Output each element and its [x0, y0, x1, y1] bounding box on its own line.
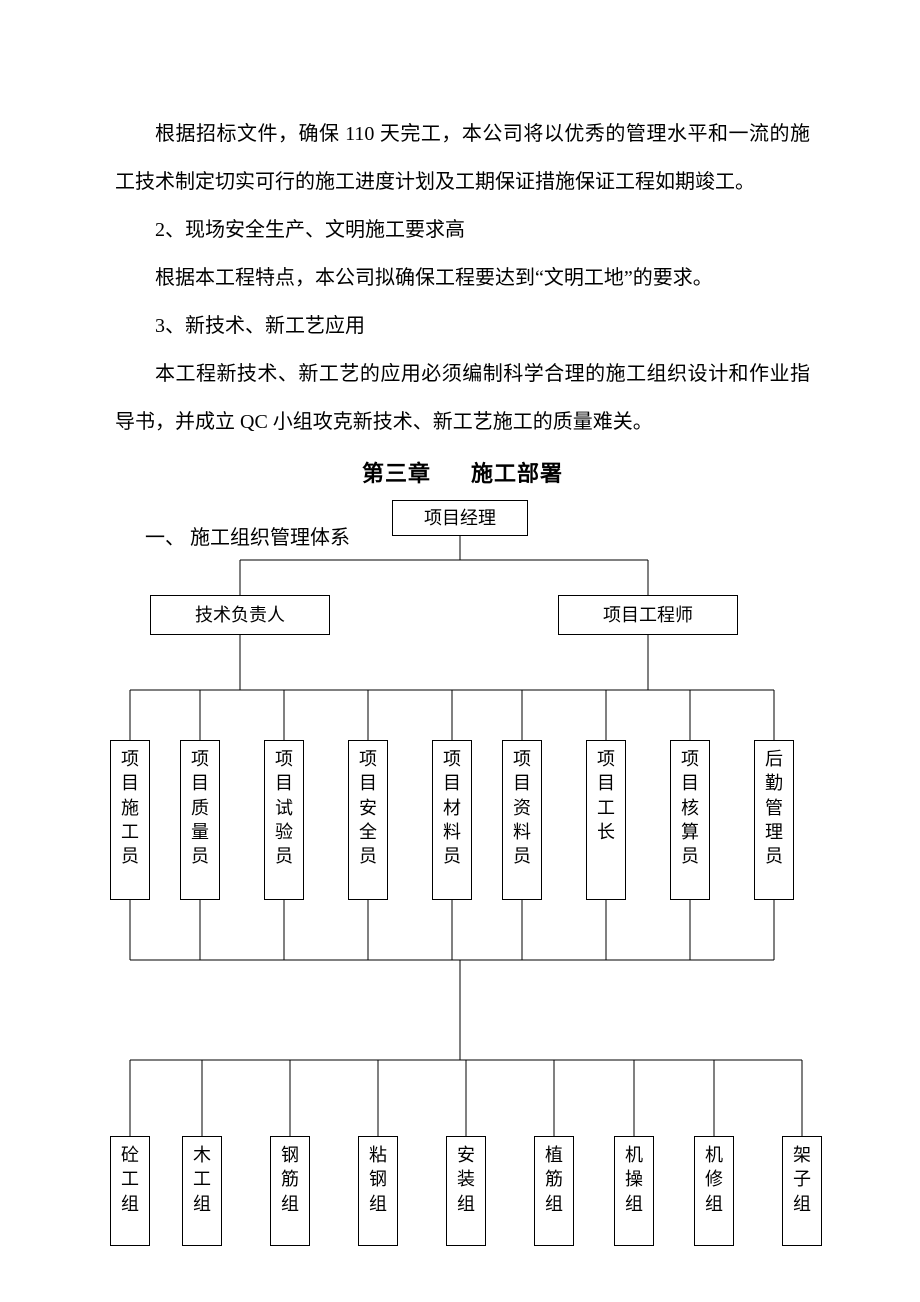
paragraph: 根据招标文件，确保 110 天完工，本公司将以优秀的管理水平和一流的施工技术制定…	[115, 110, 810, 206]
org-node-team: 机修组	[694, 1136, 734, 1246]
org-node-staff: 项目安全员	[348, 740, 388, 900]
paragraph: 根据本工程特点，本公司拟确保工程要达到“文明工地”的要求。	[115, 254, 810, 302]
org-node-mid: 技术负责人	[150, 595, 330, 635]
chapter-title: 施工部署	[471, 461, 563, 486]
org-node-team: 砼工组	[110, 1136, 150, 1246]
org-node-top: 项目经理	[392, 500, 528, 536]
org-node-staff: 项目试验员	[264, 740, 304, 900]
org-node-team: 粘钢组	[358, 1136, 398, 1246]
org-node-staff: 项目材料员	[432, 740, 472, 900]
org-node-staff: 项目核算员	[670, 740, 710, 900]
org-node-team: 钢筋组	[270, 1136, 310, 1246]
org-node-staff: 项目资料员	[502, 740, 542, 900]
chapter-number: 第三章	[362, 461, 431, 486]
org-node-mid: 项目工程师	[558, 595, 738, 635]
org-node-team: 机操组	[614, 1136, 654, 1246]
org-node-team: 木工组	[182, 1136, 222, 1246]
paragraph: 2、现场安全生产、文明施工要求高	[115, 206, 810, 254]
org-node-staff: 项目施工员	[110, 740, 150, 900]
paragraph: 3、新技术、新工艺应用	[115, 302, 810, 350]
org-node-team: 架子组	[782, 1136, 822, 1246]
org-node-staff: 项目质量员	[180, 740, 220, 900]
chapter-heading: 第三章 施工部署	[115, 452, 810, 496]
document-page: 根据招标文件，确保 110 天完工，本公司将以优秀的管理水平和一流的施工技术制定…	[0, 0, 920, 1302]
org-chart: 项目经理技术负责人项目工程师项目施工员项目质量员项目试验员项目安全员项目材料员项…	[110, 500, 810, 1290]
org-node-team: 安装组	[446, 1136, 486, 1246]
org-node-team: 植筋组	[534, 1136, 574, 1246]
org-node-staff: 项目工长	[586, 740, 626, 900]
org-node-staff: 后勤管理员	[754, 740, 794, 900]
paragraph: 本工程新技术、新工艺的应用必须编制科学合理的施工组织设计和作业指导书，并成立 Q…	[115, 350, 810, 446]
